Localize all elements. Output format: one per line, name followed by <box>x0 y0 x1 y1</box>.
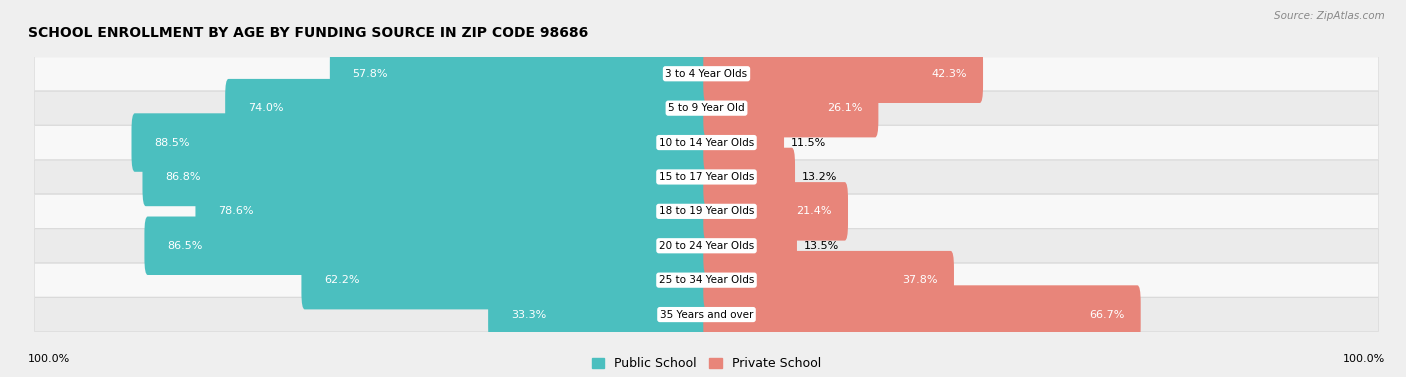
Text: 88.5%: 88.5% <box>155 138 190 147</box>
Text: 5 to 9 Year Old: 5 to 9 Year Old <box>668 103 745 113</box>
FancyBboxPatch shape <box>195 182 710 241</box>
FancyBboxPatch shape <box>35 229 1378 263</box>
Text: 13.5%: 13.5% <box>803 241 838 251</box>
FancyBboxPatch shape <box>703 251 953 310</box>
Text: 15 to 17 Year Olds: 15 to 17 Year Olds <box>659 172 754 182</box>
FancyBboxPatch shape <box>488 285 710 344</box>
FancyBboxPatch shape <box>35 263 1378 297</box>
FancyBboxPatch shape <box>330 44 710 103</box>
FancyBboxPatch shape <box>35 298 1378 331</box>
Text: 21.4%: 21.4% <box>796 206 832 216</box>
Text: 42.3%: 42.3% <box>931 69 967 79</box>
FancyBboxPatch shape <box>703 285 1140 344</box>
Text: 10 to 14 Year Olds: 10 to 14 Year Olds <box>659 138 754 147</box>
Text: 66.7%: 66.7% <box>1090 310 1125 320</box>
FancyBboxPatch shape <box>225 79 710 137</box>
Text: 20 to 24 Year Olds: 20 to 24 Year Olds <box>659 241 754 251</box>
FancyBboxPatch shape <box>35 160 1378 194</box>
FancyBboxPatch shape <box>703 182 848 241</box>
FancyBboxPatch shape <box>142 148 710 206</box>
FancyBboxPatch shape <box>35 126 1378 159</box>
FancyBboxPatch shape <box>35 91 1378 125</box>
FancyBboxPatch shape <box>703 113 785 172</box>
Text: 11.5%: 11.5% <box>790 138 825 147</box>
FancyBboxPatch shape <box>703 216 797 275</box>
Text: 13.2%: 13.2% <box>801 172 837 182</box>
Text: 74.0%: 74.0% <box>247 103 283 113</box>
Text: 86.5%: 86.5% <box>167 241 202 251</box>
Text: 100.0%: 100.0% <box>1343 354 1385 365</box>
FancyBboxPatch shape <box>35 57 1378 90</box>
FancyBboxPatch shape <box>703 148 794 206</box>
Text: 78.6%: 78.6% <box>218 206 253 216</box>
Text: 62.2%: 62.2% <box>323 275 360 285</box>
Text: 26.1%: 26.1% <box>827 103 862 113</box>
Text: 100.0%: 100.0% <box>28 354 70 365</box>
Text: 3 to 4 Year Olds: 3 to 4 Year Olds <box>665 69 748 79</box>
FancyBboxPatch shape <box>301 251 710 310</box>
FancyBboxPatch shape <box>132 113 710 172</box>
Text: SCHOOL ENROLLMENT BY AGE BY FUNDING SOURCE IN ZIP CODE 98686: SCHOOL ENROLLMENT BY AGE BY FUNDING SOUR… <box>28 26 588 40</box>
Text: Source: ZipAtlas.com: Source: ZipAtlas.com <box>1274 11 1385 21</box>
Text: 35 Years and over: 35 Years and over <box>659 310 754 320</box>
Text: 86.8%: 86.8% <box>165 172 201 182</box>
Text: 57.8%: 57.8% <box>353 69 388 79</box>
FancyBboxPatch shape <box>145 216 710 275</box>
FancyBboxPatch shape <box>35 195 1378 228</box>
Text: 25 to 34 Year Olds: 25 to 34 Year Olds <box>659 275 754 285</box>
Text: 18 to 19 Year Olds: 18 to 19 Year Olds <box>659 206 754 216</box>
FancyBboxPatch shape <box>703 44 983 103</box>
FancyBboxPatch shape <box>703 79 879 137</box>
Text: 37.8%: 37.8% <box>903 275 938 285</box>
Legend: Public School, Private School: Public School, Private School <box>586 352 827 375</box>
Text: 33.3%: 33.3% <box>510 310 546 320</box>
